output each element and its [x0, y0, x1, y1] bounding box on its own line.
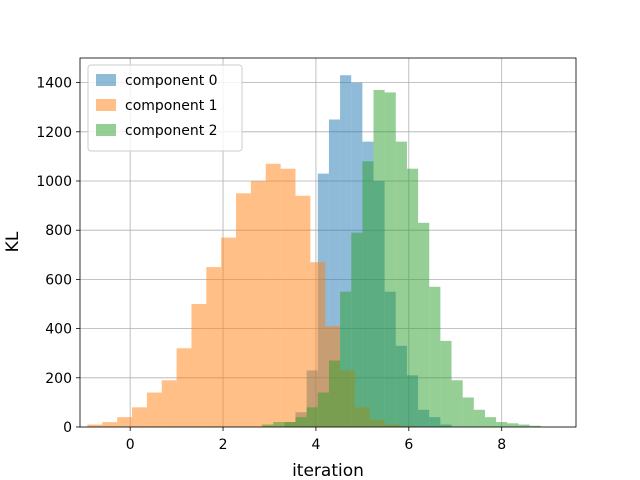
x-tick-label: 6 [404, 437, 413, 453]
histogram-bar [132, 407, 147, 427]
histogram-bar [280, 168, 296, 427]
histogram-bar [295, 195, 311, 427]
histogram-bar [384, 92, 396, 427]
legend-swatch [96, 74, 116, 86]
y-axis-label: KL [3, 231, 23, 252]
y-tick-label: 1400 [36, 76, 72, 92]
histogram-bar [328, 119, 341, 427]
histogram-bar [306, 407, 318, 427]
histogram-bar [473, 409, 485, 427]
x-tick-label: 0 [126, 437, 135, 453]
histogram-bar [440, 340, 452, 427]
histogram-bar [484, 417, 497, 427]
axis-ticks: 0 2 4 6 8 0 200 400 600 800 1000 1200 1400 [36, 76, 506, 453]
histogram-bar [462, 397, 474, 427]
legend-swatch [96, 99, 116, 111]
x-tick-label: 8 [497, 437, 506, 453]
y-tick-label: 800 [45, 223, 72, 239]
x-tick-label: 4 [311, 437, 320, 453]
histogram-bar [373, 89, 385, 427]
legend-box [87, 64, 243, 152]
histogram-bar [191, 304, 207, 427]
histogram-bar [418, 222, 430, 427]
histogram-bar [295, 417, 307, 427]
histogram-bar [362, 161, 374, 427]
histogram-bar [87, 424, 103, 427]
bars [87, 75, 541, 427]
histogram-bar [221, 237, 237, 427]
histogram-bar [117, 417, 133, 427]
y-tick-label: 600 [45, 272, 72, 288]
histogram-bar [429, 286, 441, 427]
histogram-bar [206, 267, 222, 427]
histogram-bar [340, 75, 352, 427]
histogram-bar [317, 392, 329, 427]
y-tick-label: 0 [63, 420, 72, 436]
histogram-bar [351, 232, 363, 427]
histogram-bar [250, 181, 266, 427]
histogram-bar [529, 425, 541, 427]
histogram-bar [161, 380, 177, 427]
histogram-bar [406, 168, 419, 427]
histogram-bar [507, 423, 519, 427]
legend-label: component 1 [125, 98, 218, 114]
y-tick-label: 400 [45, 322, 72, 338]
x-axis-label: iteration [292, 461, 364, 480]
histogram-bar [273, 422, 285, 427]
histogram-bar [176, 348, 192, 427]
y-tick-label: 1000 [36, 174, 72, 190]
legend-label: component 2 [125, 123, 218, 139]
legend-label: component 0 [125, 73, 218, 89]
legend: component 0 component 1 component 2 [87, 64, 243, 152]
histogram-bar [310, 262, 326, 427]
y-tick-label: 1200 [36, 125, 72, 141]
histogram-bar [340, 291, 352, 427]
histogram-bar [451, 380, 463, 427]
histogram-bar [328, 360, 341, 427]
series-component-2 [262, 89, 541, 427]
histogram-bar [496, 422, 508, 427]
legend-swatch [96, 124, 116, 136]
histogram-bar [395, 141, 407, 427]
histogram-bar [146, 392, 162, 427]
x-tick-label: 2 [219, 437, 228, 453]
histogram-bar [262, 424, 274, 427]
histogram-bar [265, 163, 281, 427]
y-tick-label: 200 [45, 371, 72, 387]
histogram-bar [102, 422, 118, 427]
histogram-bar [236, 193, 251, 427]
histogram-bar [518, 424, 530, 427]
histogram-bar [284, 422, 296, 427]
plot-frame [79, 57, 577, 428]
